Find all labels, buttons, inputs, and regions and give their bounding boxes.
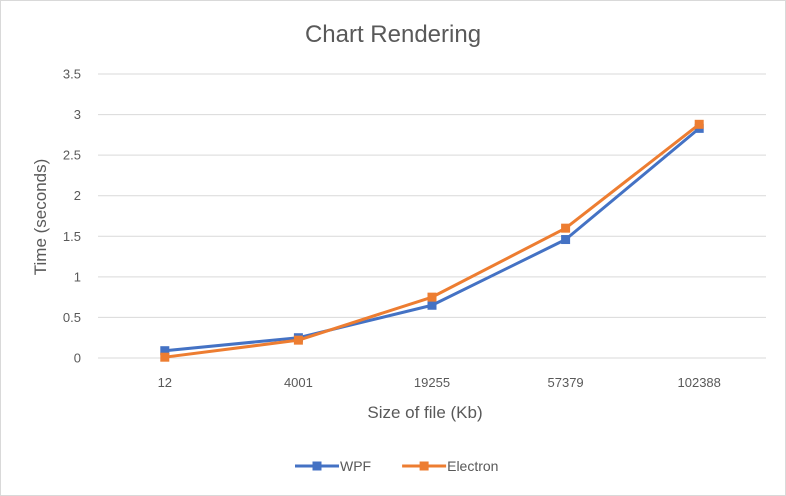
x-tick-label: 19255 — [414, 375, 450, 390]
y-tick-label: 2.5 — [63, 148, 81, 163]
legend: WPF Electron — [295, 458, 498, 474]
legend-label: Electron — [447, 458, 498, 474]
x-tick-label: 102388 — [678, 375, 721, 390]
chart-title: Chart Rendering — [305, 21, 481, 48]
y-tick-label: 0 — [74, 351, 81, 366]
x-tick-label: 4001 — [284, 375, 313, 390]
y-axis-label: Time (seconds) — [31, 159, 50, 276]
legend-marker-icon — [312, 461, 322, 471]
data-point — [561, 223, 571, 233]
data-point — [293, 335, 303, 345]
data-point — [561, 235, 571, 245]
x-tick-label: 57379 — [548, 375, 584, 390]
y-tick-label: 3 — [74, 107, 81, 122]
series-wpf — [160, 123, 704, 356]
x-axis-ticks: 12 4001 19255 57379 102388 — [158, 375, 721, 390]
gridlines — [98, 73, 766, 359]
series-line — [163, 122, 701, 359]
y-tick-label: 0.5 — [63, 310, 81, 325]
y-tick-label: 2 — [74, 188, 81, 203]
legend-label: WPF — [340, 458, 371, 474]
data-point — [160, 352, 170, 362]
y-tick-label: 1.5 — [63, 229, 81, 244]
y-tick-label: 3.5 — [63, 67, 81, 82]
x-tick-label: 12 — [158, 375, 172, 390]
series-layer — [160, 119, 704, 362]
data-point — [427, 300, 437, 310]
y-axis-ticks: 0 0.5 1 1.5 2 2.5 3 3.5 — [63, 67, 81, 366]
y-tick-label: 1 — [74, 269, 81, 284]
x-axis-label: Size of file (Kb) — [367, 403, 482, 422]
legend-marker-icon — [419, 461, 429, 471]
data-point — [427, 292, 437, 302]
series-electron — [160, 119, 704, 362]
data-point — [160, 346, 170, 356]
legend-item-wpf: WPF — [295, 458, 371, 474]
legend-item-electron: Electron — [402, 458, 498, 474]
data-point — [694, 119, 704, 129]
